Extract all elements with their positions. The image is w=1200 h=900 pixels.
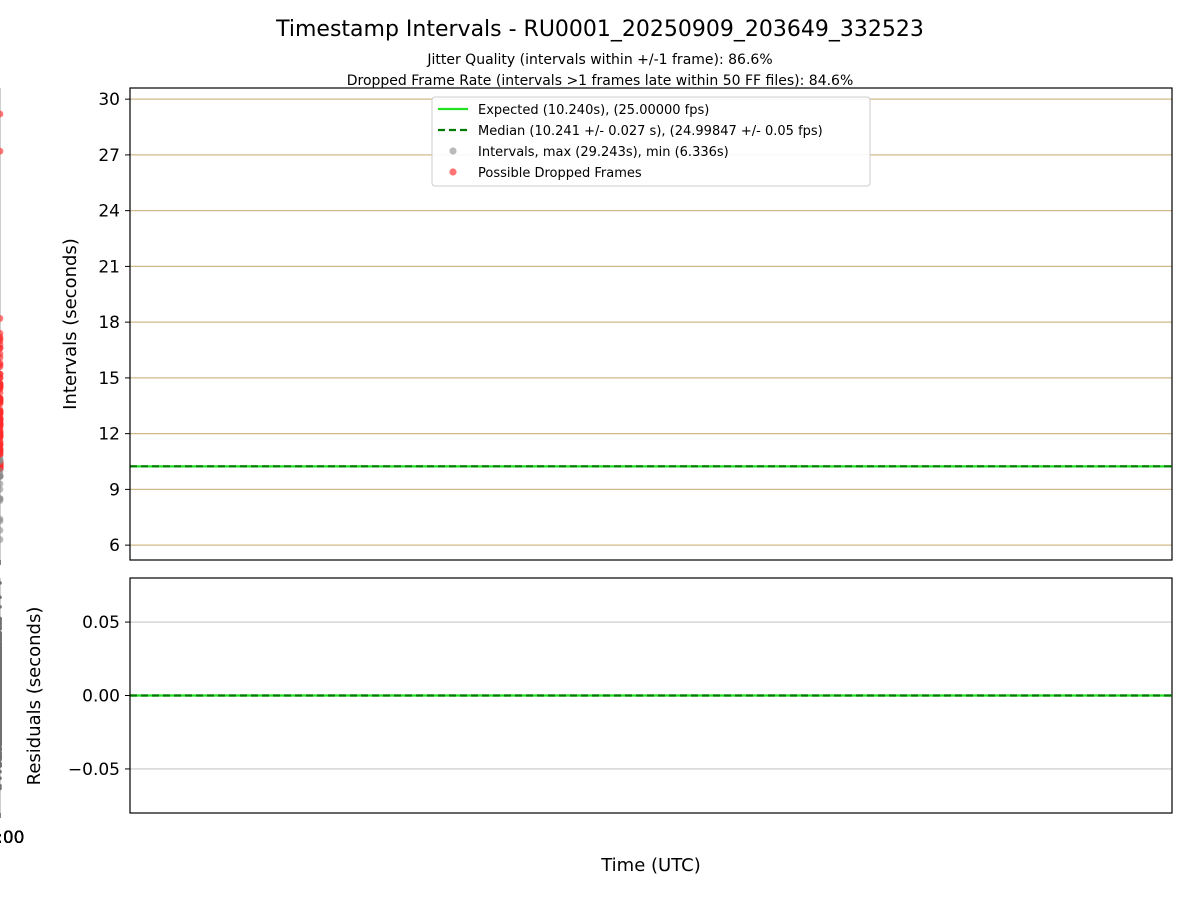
- intervals-y-axis-label: Intervals (seconds): [60, 238, 81, 410]
- interval-point: [0, 480, 3, 487]
- y-tick-label: 18: [98, 313, 120, 333]
- residual-point: [0, 776, 2, 780]
- chart-title: Timestamp Intervals - RU0001_20250909_20…: [275, 17, 924, 42]
- y-tick-label: 15: [98, 369, 120, 389]
- intervals-y-ticks: 6 9 12 15 18 21 24 27 30: [98, 90, 130, 556]
- chart-subtitle-dropped: Dropped Frame Rate (intervals >1 frames …: [347, 73, 854, 89]
- chart-subtitle-jitter: Jitter Quality (intervals within +/-1 fr…: [426, 52, 772, 68]
- legend-dropped-swatch: [449, 168, 456, 175]
- legend-intervals-swatch: [449, 147, 456, 154]
- y-tick-label: 6: [109, 536, 120, 556]
- dropped-frame-point: [0, 315, 3, 322]
- y-tick-label: 30: [98, 90, 120, 110]
- y-tick-label: 24: [98, 202, 120, 222]
- y-tick-label: 27: [98, 146, 120, 166]
- residual-point: [0, 787, 2, 791]
- residuals-panel: −0.050.000.05 21:0022:0023:0000:0001:000…: [0, 578, 1172, 876]
- intervals-legend: Expected (10.240s), (25.00000 fps) Media…: [432, 97, 870, 186]
- y-tick-label: 12: [98, 425, 120, 445]
- intervals-panel: 6 9 12 15 18 21 24 27 30 Intervals (seconds) Exp…: [0, 88, 1172, 565]
- interval-point: [0, 536, 3, 543]
- residual-point: [0, 770, 2, 774]
- legend-intervals-label: Intervals, max (29.243s), min (6.336s): [478, 145, 729, 160]
- dropped-frame-point: [0, 111, 3, 118]
- residual-point: [0, 581, 2, 585]
- y-tick-label: 9: [109, 480, 120, 500]
- legend-expected-label: Expected (10.240s), (25.00000 fps): [478, 103, 709, 118]
- residual-point: [0, 595, 2, 599]
- residual-point: [0, 605, 2, 609]
- legend-median-label: Median (10.241 +/- 0.027 s), (24.99847 +…: [478, 124, 823, 139]
- interval-point: [0, 527, 3, 534]
- y-tick-label: 21: [98, 257, 120, 277]
- legend-dropped-label: Possible Dropped Frames: [478, 166, 642, 181]
- dropped-frame-point: [0, 148, 3, 155]
